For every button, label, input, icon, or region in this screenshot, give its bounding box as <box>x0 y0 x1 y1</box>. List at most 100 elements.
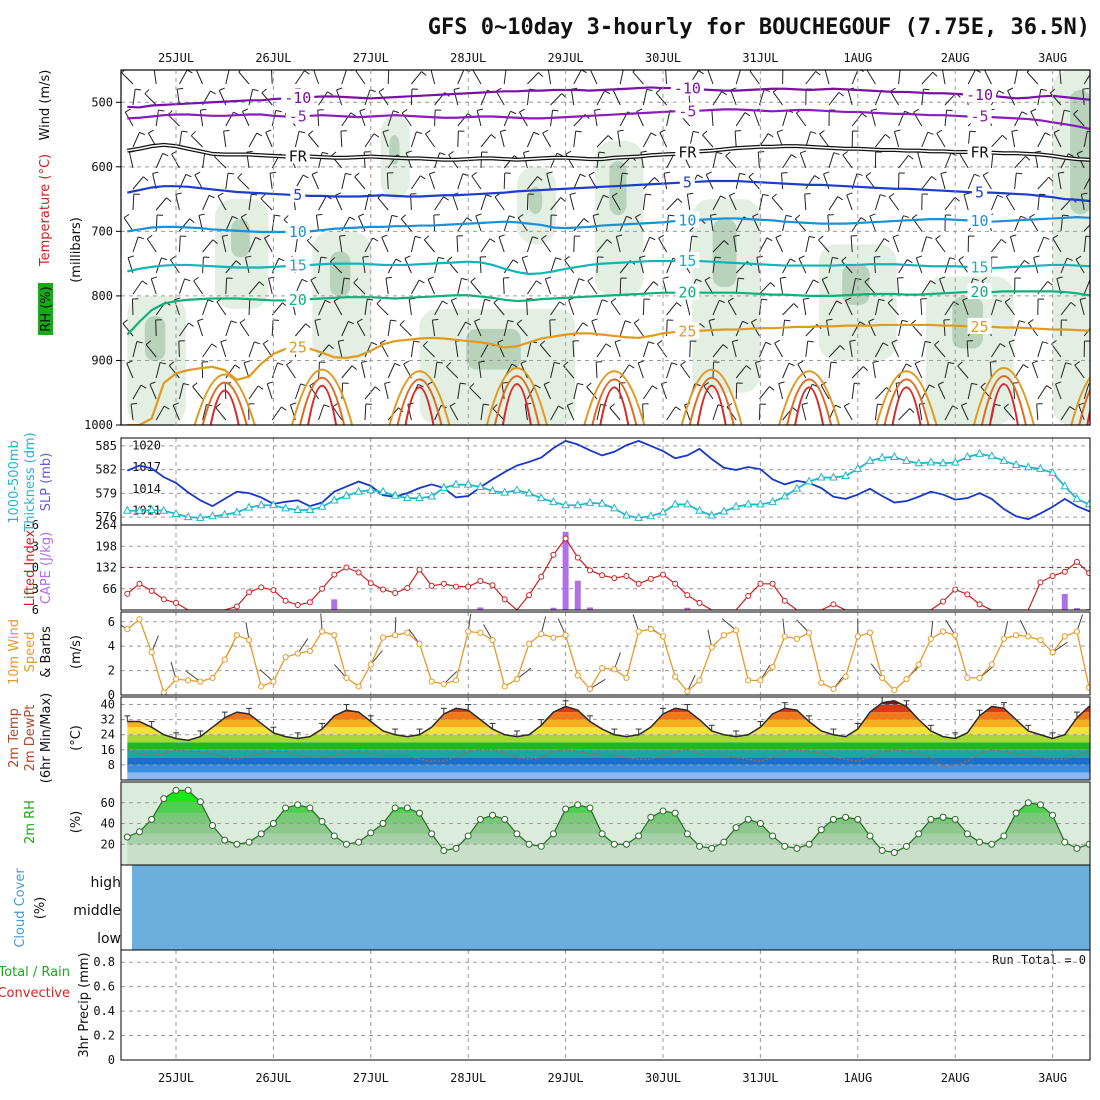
wind-barb-flag <box>207 299 214 303</box>
rh-marker <box>525 840 533 848</box>
wind-barb <box>573 218 585 232</box>
wind-barb-flag <box>810 131 817 134</box>
wind-barb <box>550 301 560 316</box>
wind-barb <box>802 299 807 316</box>
wind-barb-flag <box>658 234 665 239</box>
wind-speed-marker <box>392 632 399 639</box>
wind-barb <box>841 260 853 274</box>
rh-marker <box>355 838 363 846</box>
rh-tick-label: 60 <box>101 796 115 810</box>
wind-barb-flag <box>163 405 170 410</box>
lifted-index-marker <box>647 575 654 582</box>
wind-barb <box>550 93 563 106</box>
wind-barb-flag <box>680 361 686 366</box>
wind-barb-flag <box>661 381 668 385</box>
wind-barb-flag <box>391 214 398 218</box>
wind-barb-flag <box>604 90 611 95</box>
wind-barb <box>387 70 390 85</box>
wind-barb-flag <box>653 281 659 286</box>
wind-barb <box>611 195 621 211</box>
rh-marker <box>708 844 716 852</box>
wind-barb <box>387 215 393 232</box>
isotherm-label: FR <box>289 147 308 165</box>
wind-speed-marker <box>745 677 752 684</box>
wind-barb-flag <box>770 282 776 288</box>
wind-barb-flag <box>320 256 327 259</box>
thickness-marker <box>889 451 899 460</box>
wind-barb <box>921 131 929 148</box>
wind-barb-flag <box>598 151 605 154</box>
wind-barb <box>659 132 668 148</box>
wind-speed-marker <box>769 663 776 671</box>
wind-barb-flag <box>501 381 508 384</box>
wind-barb-flag <box>823 171 830 175</box>
wind-barb <box>610 301 621 316</box>
wind-barb <box>892 236 900 253</box>
thickness-marker <box>950 457 960 466</box>
wind-barb-flag <box>508 215 516 219</box>
lifted-index-marker <box>282 597 289 604</box>
wind-barb-flag <box>1085 235 1090 238</box>
wind-barb-flag <box>541 235 547 240</box>
wind-barb-flag <box>1074 361 1080 366</box>
temperature-axis-label: Temperature (°C) <box>38 154 53 267</box>
wind-barb <box>341 365 353 379</box>
wind-barb-flag <box>174 297 181 301</box>
wind-barb <box>823 173 830 190</box>
wind-barb-flag <box>258 281 265 286</box>
wind-barb <box>596 299 603 316</box>
wind-barb-flag <box>239 318 246 324</box>
wind-barb <box>990 152 994 169</box>
wind-barb <box>851 113 863 127</box>
wind-barb-flag <box>756 255 763 258</box>
wind-barb <box>642 385 653 400</box>
wind-barb-flag <box>948 361 955 365</box>
wind-barb-flag <box>1066 257 1073 261</box>
wind-barb-flag <box>330 257 336 263</box>
temp-tick-label: 24 <box>101 728 115 742</box>
wind-barb <box>990 343 1001 358</box>
isotherm-label: 25 <box>289 339 307 357</box>
wind-barb-flag <box>372 237 379 242</box>
convective-contour <box>396 378 443 425</box>
wind-barb-flag <box>892 234 899 238</box>
wind-barb <box>423 239 435 253</box>
thickness-marker <box>597 498 607 507</box>
wind-barb-flag <box>175 192 182 195</box>
wind-barb <box>782 110 788 127</box>
wind-barb <box>680 364 691 379</box>
wind-speed-marker <box>221 656 228 663</box>
wind-barb <box>642 132 652 148</box>
wind-barb-flag <box>516 319 523 325</box>
wind-barb-flag <box>563 361 569 367</box>
wind-barb <box>354 176 366 190</box>
lifted-index-marker <box>148 587 155 594</box>
wind-barb <box>433 214 436 232</box>
wind-barb-flag <box>868 318 875 322</box>
wind-barb-flag <box>1034 150 1042 153</box>
wind-barb-flag <box>662 276 669 279</box>
wind-barb <box>615 236 621 253</box>
wind-barb <box>313 70 320 85</box>
lifted-index-marker <box>538 573 545 580</box>
wind-barb <box>872 362 876 379</box>
wind-barb <box>643 281 654 295</box>
wind-barb <box>689 340 691 358</box>
wind-barb-flag <box>301 278 308 283</box>
wind-barb <box>1053 132 1062 148</box>
wind-speed-marker <box>879 674 886 682</box>
wind-barb-flag <box>789 258 796 263</box>
wind-barb-flag <box>1025 155 1031 161</box>
wind-barb-flag <box>443 196 449 201</box>
lifted-index-marker <box>173 599 179 606</box>
wind-barb-flag <box>622 172 629 175</box>
minmax-axis-label: (6hr Min/Max) <box>39 693 54 783</box>
wind-barb-flag <box>861 112 868 118</box>
wind-barb-flag <box>878 298 885 302</box>
wind-axis-label: Wind (m/s) <box>38 70 53 141</box>
wind-barb <box>428 173 436 190</box>
wind-barb <box>849 341 853 358</box>
wind-barb <box>710 215 714 232</box>
wind-barb <box>314 320 320 337</box>
wind-barb <box>842 154 853 169</box>
